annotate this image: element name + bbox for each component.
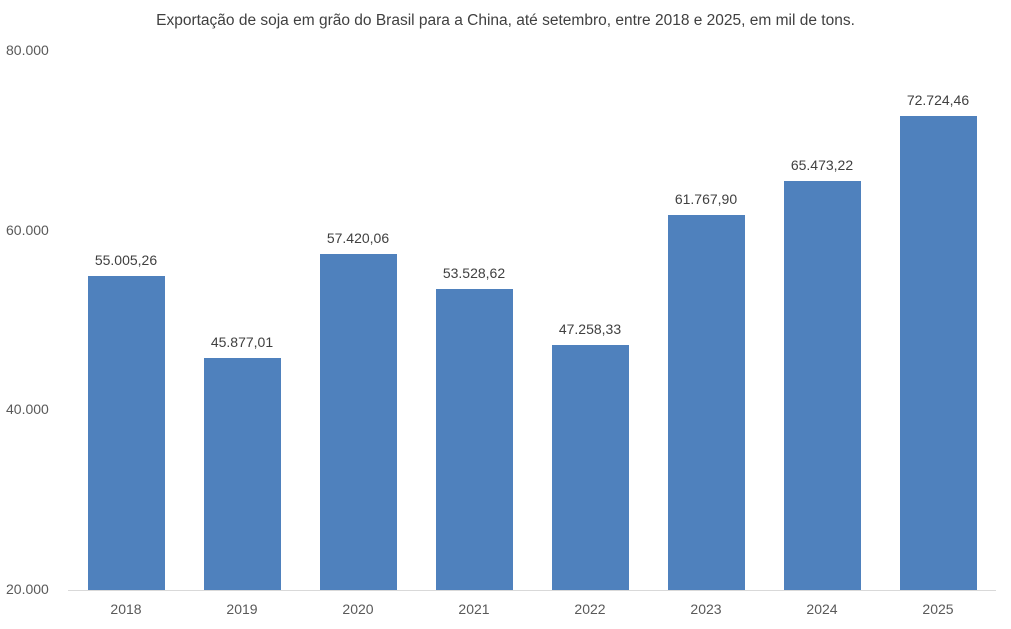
bar-2023 bbox=[667, 214, 745, 590]
x-tick-label-2019: 2019 bbox=[226, 601, 258, 617]
bar-2020 bbox=[319, 253, 397, 590]
x-tick-label-2020: 2020 bbox=[342, 601, 374, 617]
x-tick-label-2022: 2022 bbox=[574, 601, 606, 617]
x-tick-label-2023: 2023 bbox=[690, 601, 722, 617]
data-label-2024: 65.473,22 bbox=[790, 157, 854, 174]
x-tick-label-2025: 2025 bbox=[922, 601, 954, 617]
y-tick-label: 20.000 bbox=[6, 581, 49, 597]
bar-2025 bbox=[899, 116, 977, 590]
data-label-2021: 53.528,62 bbox=[442, 264, 506, 281]
x-axis-line bbox=[68, 590, 996, 591]
data-label-2023: 61.767,90 bbox=[674, 190, 738, 207]
x-tick-label-2024: 2024 bbox=[806, 601, 838, 617]
chart-title: Exportação de soja em grão do Brasil par… bbox=[156, 12, 855, 29]
y-tick-label: 40.000 bbox=[6, 401, 49, 418]
bar-2018 bbox=[87, 275, 165, 590]
bar-2024 bbox=[783, 181, 861, 590]
bar-2022 bbox=[551, 345, 629, 590]
data-label-2020: 57.420,06 bbox=[326, 229, 390, 246]
data-label-2019: 45.877,01 bbox=[210, 333, 274, 350]
y-tick-label: 60.000 bbox=[6, 221, 49, 238]
x-tick-label-2018: 2018 bbox=[110, 601, 142, 617]
data-label-2022: 47.258,33 bbox=[558, 321, 622, 338]
data-label-2025: 72.724,46 bbox=[906, 92, 970, 109]
bar-2019 bbox=[203, 357, 281, 590]
data-label-2018: 55.005,26 bbox=[94, 251, 158, 268]
bar-2021 bbox=[435, 288, 513, 590]
x-tick-label-2021: 2021 bbox=[458, 601, 490, 617]
y-tick-label: 80.000 bbox=[6, 42, 49, 58]
